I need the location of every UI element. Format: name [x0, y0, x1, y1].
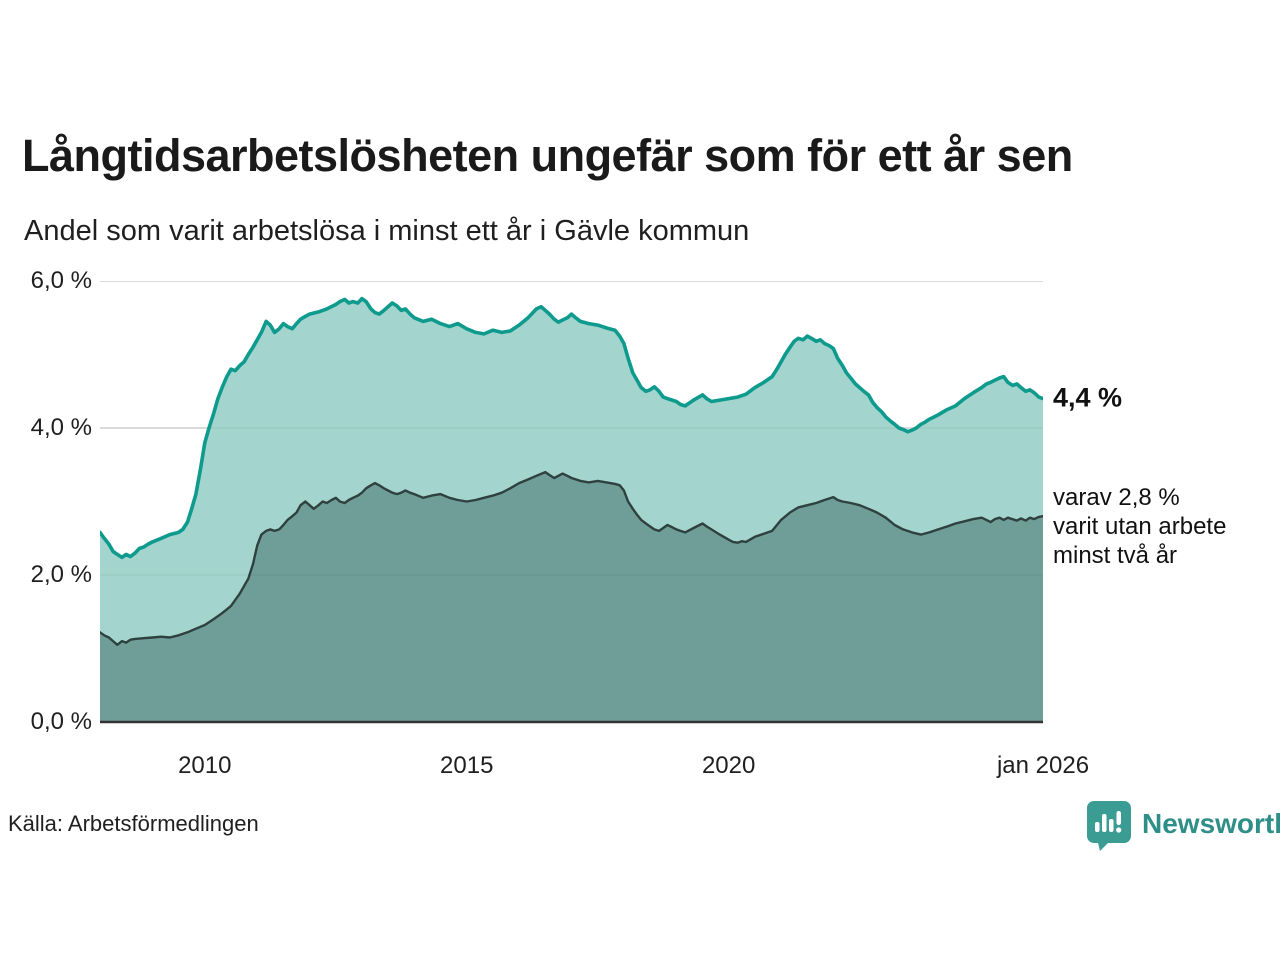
y-tick-label: 0,0 %	[30, 708, 92, 735]
page-title: Långtidsarbetslösheten ungefär som för e…	[22, 130, 1073, 181]
y-tick-label: 6,0 %	[30, 267, 92, 294]
line-total	[100, 296, 1043, 560]
brand-logo: Newsworthy	[1086, 797, 1280, 855]
secondary-line-2: varit utan arbete	[1053, 513, 1227, 540]
secondary-line-3: minst två år	[1053, 542, 1178, 569]
area-two-years	[100, 472, 1043, 722]
secondary-line-1: varav 2,8 %	[1053, 484, 1180, 511]
chart-subtitle: Andel som varit arbetslösa i minst ett å…	[24, 215, 750, 247]
x-tick-label: 2010	[178, 752, 232, 779]
newsworthy-icon	[1087, 801, 1131, 851]
secondary-value-label: varav 2,8 % varit utan arbete minst två …	[1053, 483, 1226, 570]
x-tick-label: jan 2026	[996, 752, 1090, 779]
y-tick-label: 4,0 %	[30, 414, 92, 441]
latest-value-label: 4,4 %	[1053, 382, 1123, 413]
source-note: Källa: Arbetsförmedlingen	[8, 811, 259, 836]
area-chart	[100, 281, 1043, 724]
y-tick-label: 2,0 %	[30, 561, 92, 588]
x-tick-label: 2015	[440, 752, 494, 779]
line-two-years	[100, 470, 1043, 646]
x-tick-label: 2020	[701, 752, 756, 779]
brand-name: Newsworthy	[1142, 808, 1280, 839]
